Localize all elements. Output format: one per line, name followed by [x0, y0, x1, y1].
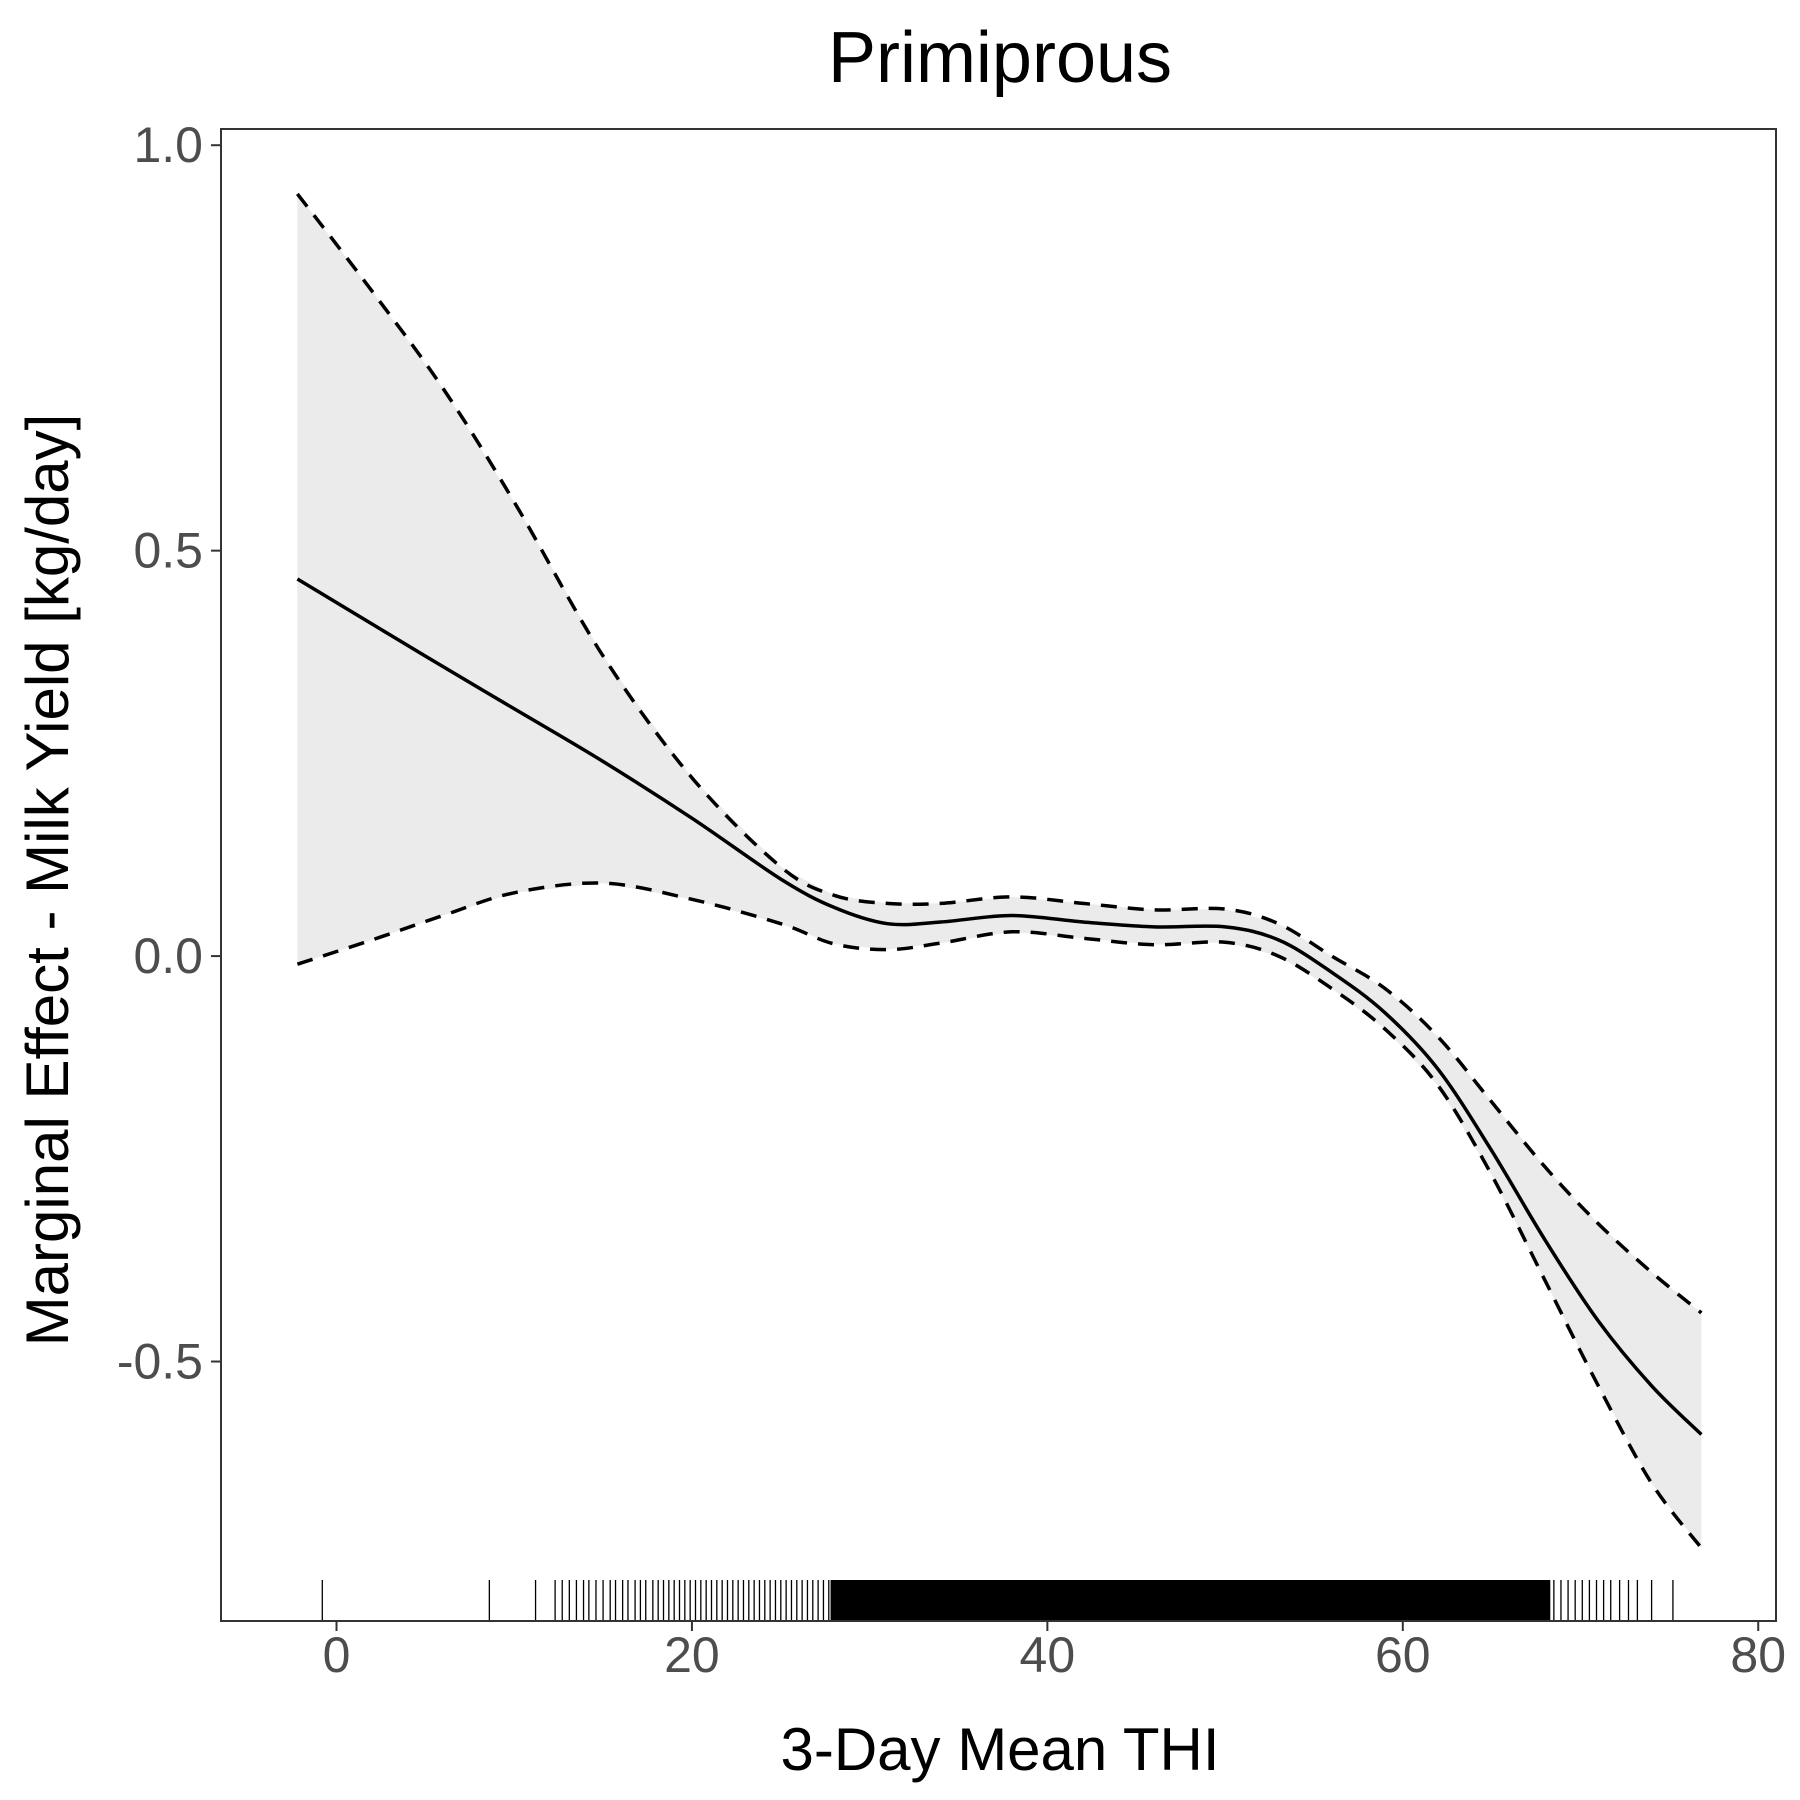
- x-tick-label: 60: [1375, 1627, 1431, 1683]
- x-tick-label: 80: [1730, 1627, 1786, 1683]
- x-tick-label: 40: [1020, 1627, 1076, 1683]
- upper-bound-line: [296, 192, 1703, 1315]
- plot-area: [296, 192, 1703, 1621]
- y-tick-label: -0.5: [117, 1334, 203, 1390]
- y-tick-label: 0.0: [133, 928, 203, 984]
- lower-bound-line: [296, 881, 1703, 1550]
- rug-dense-block: [830, 1580, 1551, 1621]
- y-tick-label: 1.0: [133, 117, 203, 173]
- y-tick-label: 0.5: [133, 523, 203, 579]
- rug: [321, 1580, 1674, 1621]
- chart-title: Primiprous: [828, 18, 1172, 98]
- y-axis-title: Marginal Effect - Milk Yield [kg/day]: [14, 414, 81, 1347]
- y-axis: -0.5 0.0 0.5 1.0: [117, 117, 221, 1390]
- x-tick-label: 20: [664, 1627, 720, 1683]
- x-axis: 0 20 40 60 80: [323, 1621, 1786, 1683]
- estimate-line: [296, 577, 1703, 1436]
- x-tick-label: 0: [323, 1627, 351, 1683]
- x-axis-title: 3-Day Mean THI: [780, 1716, 1219, 1783]
- plot-panel-border: [220, 128, 1777, 1622]
- confidence-band: [297, 193, 1702, 1548]
